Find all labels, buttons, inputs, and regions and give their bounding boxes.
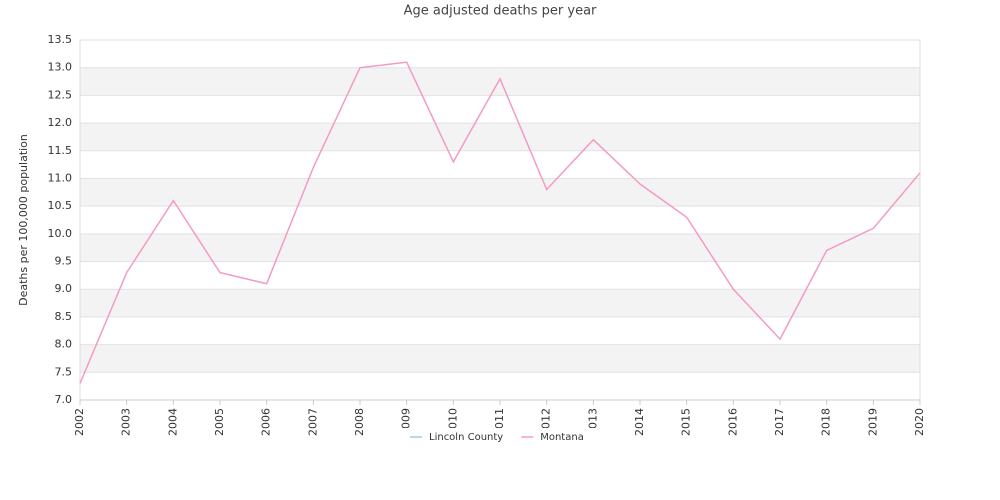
- x-tick-label: 2007: [306, 408, 319, 436]
- x-tick-label: 2008: [353, 408, 366, 436]
- grid-band: [80, 344, 920, 373]
- y-tick-label: 8.0: [55, 338, 73, 351]
- legend: Lincoln County Montana: [398, 428, 598, 446]
- legend-label: Lincoln County: [429, 432, 503, 443]
- x-tick-label: 2004: [166, 408, 179, 436]
- grid-band: [80, 233, 920, 262]
- x-tick-label: 2017: [773, 408, 786, 436]
- y-axis-label: Deaths per 100,000 population: [17, 134, 30, 306]
- y-tick-label: 7.0: [55, 393, 73, 406]
- y-tick-label: 9.0: [55, 282, 73, 295]
- x-tick-label: 2016: [726, 408, 739, 436]
- y-tick-label: 11.5: [48, 144, 73, 157]
- y-tick-label: 13.0: [48, 61, 73, 74]
- x-tick-label: 2003: [120, 408, 133, 436]
- y-tick-label: 12.5: [48, 88, 73, 101]
- grid-band: [80, 67, 920, 96]
- x-tick-label: 2019: [866, 408, 879, 436]
- x-tick-label: 2014: [633, 408, 646, 436]
- y-tick-label: 13.5: [48, 33, 73, 46]
- y-tick-label: 10.0: [48, 227, 73, 240]
- grid-band: [80, 123, 920, 151]
- y-tick-label: 9.5: [55, 255, 73, 268]
- legend-background: [398, 428, 598, 446]
- x-tick-label: 2018: [820, 408, 833, 436]
- y-tick-label: 12.0: [48, 116, 73, 129]
- chart-title: Age adjusted deaths per year: [404, 4, 597, 19]
- y-tick-label: 8.5: [55, 310, 73, 323]
- legend-label: Montana: [540, 432, 584, 443]
- x-tick-label: 2006: [260, 408, 273, 436]
- y-tick-label: 10.5: [48, 199, 73, 212]
- grid-band: [80, 178, 920, 207]
- x-tick-label: 2002: [73, 408, 86, 436]
- grid-band: [80, 289, 920, 317]
- x-tick-label: 2005: [213, 408, 226, 436]
- line: [79, 61, 921, 384]
- y-tick-label: 11.0: [48, 171, 73, 184]
- x-tick-label: 2015: [680, 408, 693, 436]
- x-tick-label: 2020: [913, 408, 926, 436]
- y-tick-label: 7.5: [55, 365, 73, 378]
